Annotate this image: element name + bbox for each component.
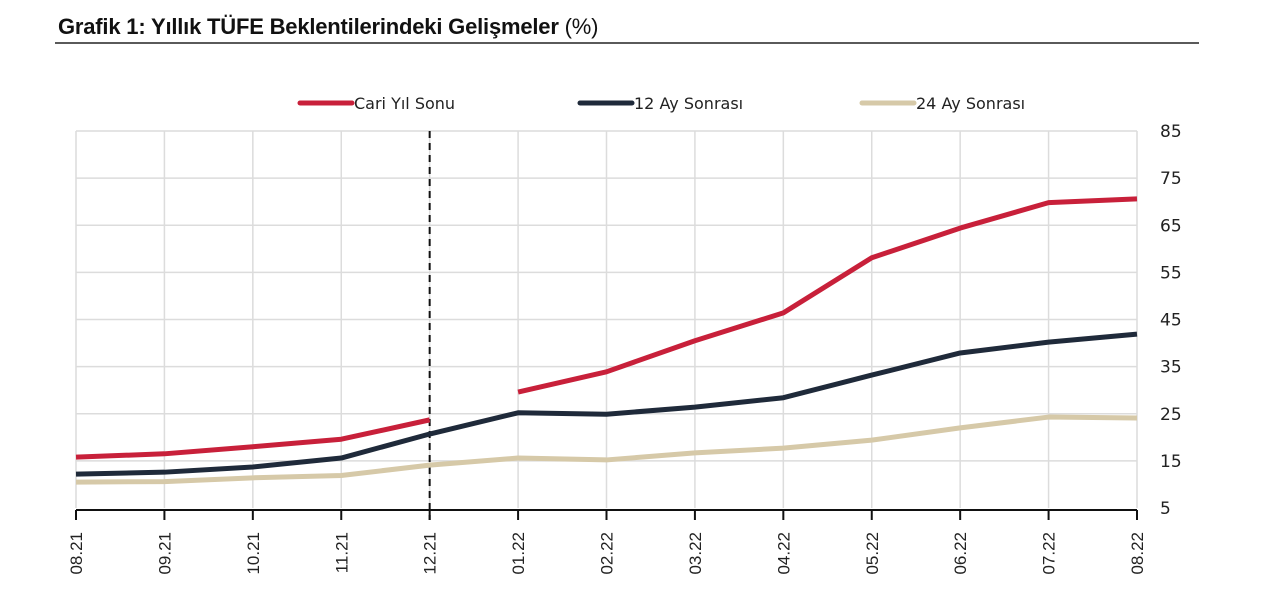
y-axis-label: 55 [1160,263,1182,283]
x-axis-label: 05.22 [863,532,882,575]
x-axis-label: 09.21 [155,532,174,575]
y-axis-label: 85 [1160,122,1182,142]
x-axis-label: 01.22 [509,532,528,575]
x-axis-label: 12.21 [421,532,440,575]
legend-label: 24 Ay Sonrası [916,94,1025,113]
chart-axes: 08.21 09.21 10.21 11.21 12.21 01.22 02.22 03.22… [67,122,1182,575]
y-axis-label: 45 [1160,311,1182,331]
x-axis-label: 03.22 [686,532,705,575]
series-line-cari-yıl-sonu [517,196,1138,395]
x-axis-label: 10.21 [244,532,263,575]
legend-item-12-ay-sonrası: 12 Ay Sonrası [577,94,743,113]
chart-grid [75,130,1138,508]
chart-title: Grafik 1: Yıllık TÜFE Beklentilerindeki … [58,14,598,40]
chart-title-text: Grafik 1: Yıllık TÜFE Beklentilerindeki … [58,14,559,39]
series-line-cari-yıl-sonu [75,417,431,460]
title-divider [55,42,1199,44]
x-axis-label: 06.22 [951,532,970,575]
y-axis-label: 35 [1160,358,1182,378]
y-axis-label: 65 [1160,216,1182,236]
x-axis-label: 08.21 [67,532,86,575]
x-axis-label: 02.22 [598,532,617,575]
chart-legend: Cari Yıl Sonu 12 Ay Sonrası 24 Ay Sonrası [297,94,1025,113]
series-line-12-ay-sonrası [75,331,1138,477]
x-axis-label: 07.22 [1040,532,1059,575]
legend-item-24-ay-sonrası: 24 Ay Sonrası [859,94,1025,113]
y-axis-label: 25 [1160,405,1182,425]
y-axis-label: 5 [1160,499,1171,519]
chart-series [75,196,1138,485]
legend-label: 12 Ay Sonrası [634,94,743,113]
x-axis-label: 04.22 [774,532,793,575]
legend-item-cari-yıl-sonu: Cari Yıl Sonu [297,94,455,113]
y-axis-label: 15 [1160,452,1182,472]
series-line-24-ay-sonrası [75,414,1138,485]
x-axis-label: 08.22 [1128,532,1147,575]
chart-title-unit: (%) [564,14,599,39]
y-axis-label: 75 [1160,169,1182,189]
x-axis-label: 11.21 [332,532,351,573]
legend-label: Cari Yıl Sonu [354,94,455,113]
